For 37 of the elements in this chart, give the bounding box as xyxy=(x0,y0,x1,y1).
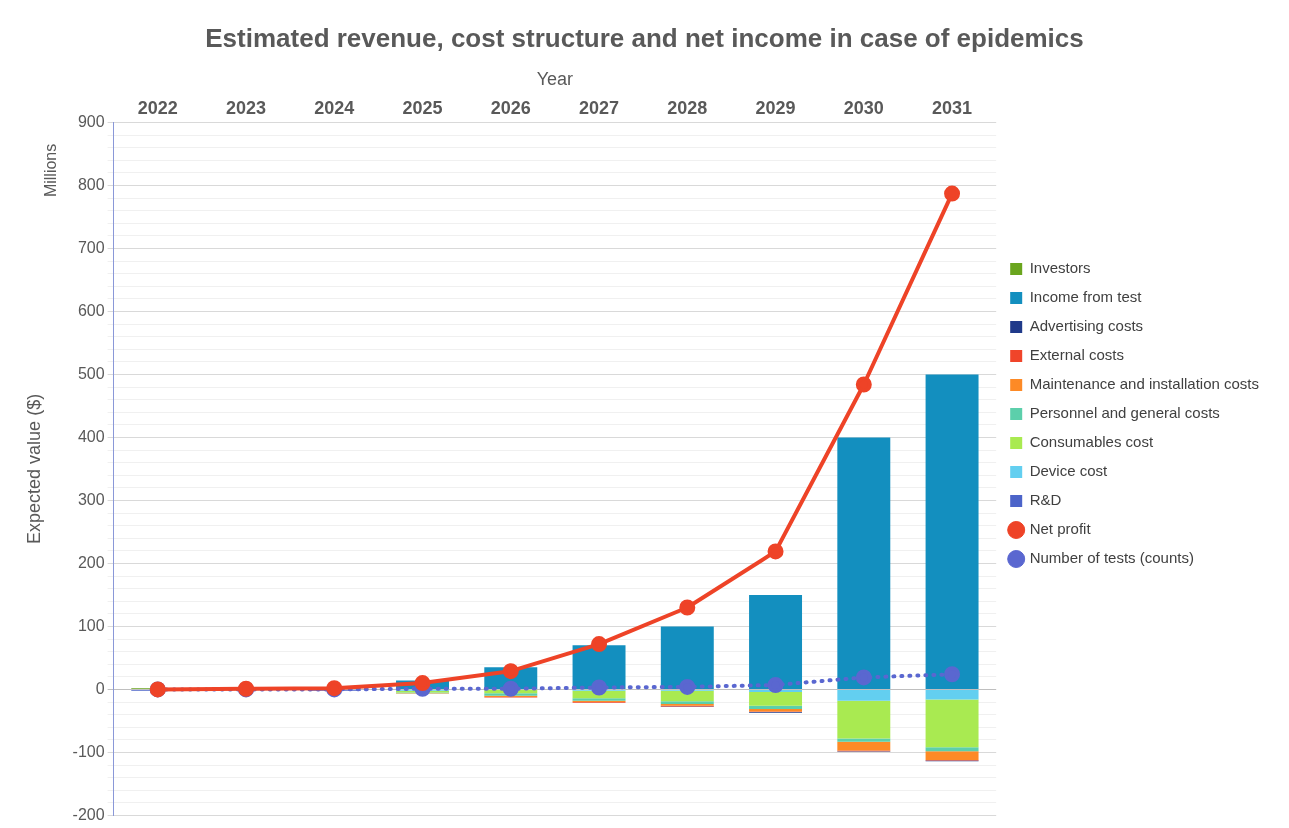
x-tick-label: 2022 xyxy=(137,97,178,118)
legend-label: Maintenance and installation costs xyxy=(1029,375,1260,393)
y-tick-label: 800 xyxy=(77,175,105,193)
legend-label: External costs xyxy=(1029,346,1124,364)
y-tick-label: 200 xyxy=(77,553,105,571)
legend-label: Number of tests (counts) xyxy=(1029,549,1194,567)
x-tick-label: 2029 xyxy=(755,97,796,118)
legend-label: Income from test xyxy=(1029,288,1143,306)
x-tick-label: 2026 xyxy=(490,97,531,118)
x-axis-title: Year xyxy=(536,68,574,89)
x-tick-label: 2027 xyxy=(579,97,620,118)
legend-label: Personnel and general costs xyxy=(1029,404,1220,422)
x-tick-label: 2024 xyxy=(314,97,355,118)
y-tick-label: -100 xyxy=(72,742,105,760)
y-tick-label: 300 xyxy=(77,490,105,508)
y-axis-title: Expected value ($) xyxy=(23,393,44,544)
legend-label: R&D xyxy=(1029,491,1062,509)
y-tick-label: 600 xyxy=(77,301,105,319)
x-tick-label: 2023 xyxy=(225,97,267,118)
y-tick-label: -200 xyxy=(72,805,105,823)
y-tick-label: 900 xyxy=(77,112,105,130)
y-tick-label: 0 xyxy=(95,679,105,697)
y-tick-label: 400 xyxy=(77,427,105,445)
x-tick-label: 2028 xyxy=(667,97,708,118)
x-tick-label: 2030 xyxy=(843,97,884,118)
legend-label: Consumables cost xyxy=(1029,433,1154,451)
legend-label: Device cost xyxy=(1029,462,1109,480)
y-tick-label: 700 xyxy=(77,238,105,256)
x-tick-label: 2025 xyxy=(402,97,443,118)
legend-label: Net profit xyxy=(1029,520,1092,538)
chart-title: Estimated revenue, cost structure and net income in case of epidemics xyxy=(205,22,1084,53)
y-tick-label: 500 xyxy=(77,364,105,382)
legend-label: Advertising costs xyxy=(1029,317,1144,335)
legend-label: Investors xyxy=(1029,259,1091,277)
y-tick-label: 100 xyxy=(77,616,105,634)
text: Millions xyxy=(42,143,60,198)
x-tick-label: 2031 xyxy=(932,97,973,118)
